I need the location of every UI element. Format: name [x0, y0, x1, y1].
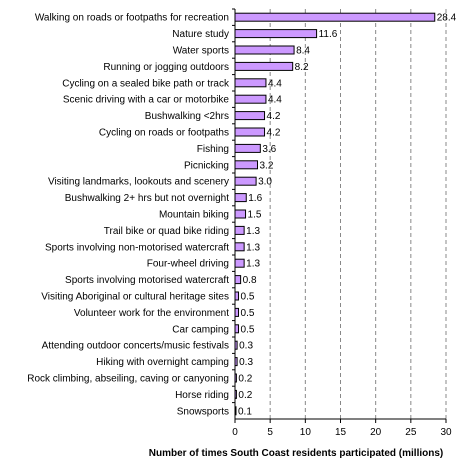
x-tick-label: 25	[405, 427, 417, 438]
bar	[234, 291, 240, 301]
category-label: Snowsports	[177, 406, 229, 417]
x-tick-label: 5	[267, 427, 273, 438]
category-label: Cycling on a sealed bike path or track	[62, 78, 230, 89]
data-label: 1.3	[246, 226, 260, 237]
x-axis-ticks: 0 5 10 15 20 25 30	[232, 8, 452, 438]
bar	[234, 307, 240, 317]
category-label: Hiking with overnight camping	[96, 357, 229, 368]
bar	[234, 160, 259, 170]
category-label: Bushwalking <2hrs	[145, 111, 229, 122]
category-label: Trail bike or quad bike riding	[104, 226, 229, 237]
bar	[234, 176, 257, 186]
category-label: Fishing	[197, 144, 229, 155]
data-label: 0.3	[239, 357, 253, 368]
category-label: Sports involving motorised watercraft	[65, 275, 229, 286]
category-label: Running or jogging outdoors	[103, 62, 229, 73]
grid-lines	[269, 9, 447, 419]
bar	[234, 193, 247, 203]
data-label: 8.2	[295, 62, 309, 73]
x-axis-title: Number of times South Coast residents pa…	[149, 448, 444, 459]
category-label: Cycling on roads or footpaths	[99, 128, 229, 139]
bar	[234, 209, 247, 219]
bar	[234, 127, 266, 137]
data-label: 3.0	[258, 177, 272, 188]
data-label: 4.2	[267, 111, 281, 122]
bar	[234, 324, 240, 334]
category-label: Four-wheel driving	[147, 259, 229, 270]
data-label: 0.1	[238, 406, 252, 417]
category-label: Picnicking	[184, 160, 229, 171]
data-label: 8.4	[296, 46, 310, 57]
data-label: 4.4	[268, 95, 282, 106]
data-label: 0.5	[241, 292, 255, 303]
category-labels: Walking on roads or footpaths for recrea…	[27, 13, 230, 418]
data-label: 1.3	[246, 259, 260, 270]
value-labels: 28.4 11.6 8.4 8.2 4.4 4.4 4.2 4.2 3.6 3.2 3.0 1.6 1.…	[238, 13, 457, 418]
data-label: 0.5	[241, 324, 255, 335]
data-label: 0.2	[238, 374, 252, 385]
data-label: 1.6	[248, 193, 262, 204]
bars	[234, 12, 436, 416]
category-label: Rock climbing, abseiling, caving or cany…	[27, 374, 229, 385]
category-label: Attending outdoor concerts/music festiva…	[42, 341, 229, 352]
bar	[234, 12, 436, 22]
bar	[234, 143, 261, 153]
category-label: Visiting landmarks, lookouts and scenery	[48, 177, 229, 188]
x-tick-label: 20	[370, 427, 382, 438]
data-label: 11.6	[319, 29, 338, 40]
bar	[234, 258, 245, 268]
bar	[234, 242, 245, 252]
data-label: 0.5	[241, 308, 255, 319]
data-label: 0.2	[238, 390, 252, 401]
category-label: Volunteer work for the environment	[74, 308, 229, 319]
category-label: Mountain biking	[159, 210, 229, 221]
category-label: Nature study	[172, 29, 229, 40]
bar	[234, 29, 318, 39]
x-tick-label: 0	[232, 427, 238, 438]
x-tick-label: 30	[440, 427, 452, 438]
data-label: 28.4	[437, 13, 457, 24]
bar	[234, 111, 266, 121]
data-label: 4.4	[268, 78, 282, 89]
category-label: Bushwalking 2+ hrs but not overnight	[65, 193, 229, 204]
data-label: 1.5	[248, 210, 262, 221]
category-label: Walking on roads or footpaths for recrea…	[35, 13, 229, 24]
category-label: Car camping	[172, 324, 229, 335]
category-label: Scenic driving with a car or motorbike	[63, 95, 230, 106]
category-label: Horse riding	[175, 390, 229, 401]
bar	[234, 225, 245, 235]
bar	[234, 61, 294, 71]
category-label: Sports involving non-motorised watercraf…	[45, 242, 229, 253]
x-tick-label: 15	[335, 427, 347, 438]
data-label: 3.6	[262, 144, 276, 155]
bar	[234, 94, 267, 104]
data-label: 1.3	[246, 242, 260, 253]
category-label: Water sports	[173, 46, 229, 57]
x-tick-label: 10	[300, 427, 312, 438]
data-label: 0.8	[243, 275, 257, 286]
bar	[234, 78, 267, 88]
bar	[234, 275, 242, 285]
category-label: Visiting Aboriginal or cultural heritage…	[41, 292, 229, 303]
bar	[234, 45, 295, 55]
data-label: 0.3	[239, 341, 253, 352]
data-label: 3.2	[260, 160, 274, 171]
data-label: 4.2	[267, 128, 281, 139]
